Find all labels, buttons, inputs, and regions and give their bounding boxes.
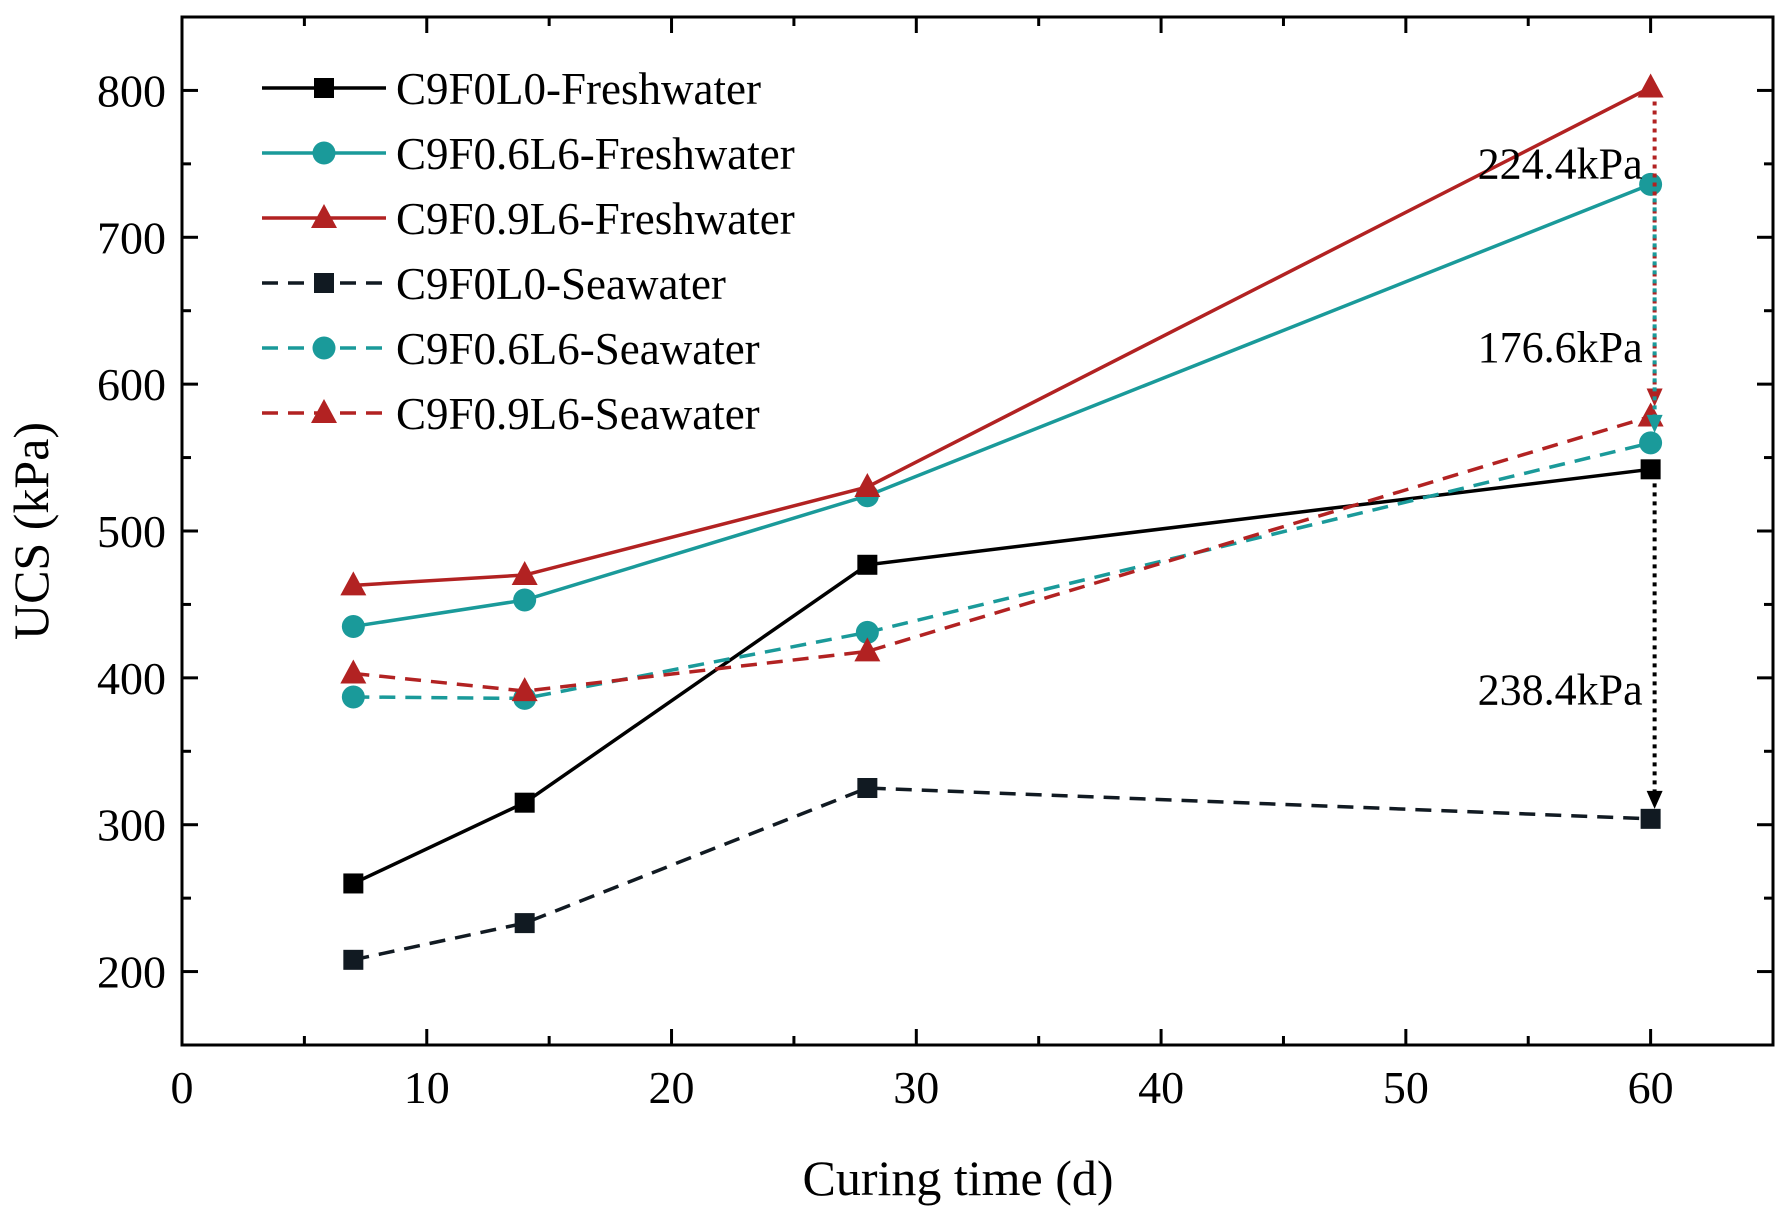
legend-label: C9F0.9L6-Seawater	[396, 389, 760, 439]
legend-item-1: C9F0L0-Freshwater	[262, 64, 761, 114]
series-2	[341, 172, 1663, 638]
annotation-label: 176.6kPa	[1478, 323, 1643, 372]
series-line	[353, 441, 1652, 701]
data-point	[513, 588, 537, 612]
x-tick-label: 30	[893, 1062, 939, 1113]
series-1	[343, 459, 1661, 894]
y-axis-title: UCS (kPa)	[3, 422, 59, 640]
legend-item-2: C9F0.6L6-Freshwater	[262, 129, 795, 179]
y-tick-label: 600	[97, 359, 166, 410]
x-tick-label: 60	[1628, 1062, 1674, 1113]
x-tick-label: 40	[1138, 1062, 1184, 1113]
y-tick-label: 200	[97, 947, 166, 998]
x-tick-label: 0	[171, 1062, 194, 1113]
legend-marker	[312, 141, 336, 165]
legend-item-3: C9F0.9L6-Freshwater	[262, 194, 795, 244]
data-point	[854, 472, 881, 497]
x-tick-label: 50	[1383, 1062, 1429, 1113]
legend-item-6: C9F0.9L6-Seawater	[262, 389, 760, 439]
data-point	[343, 949, 364, 970]
annotation-label: 224.4kPa	[1478, 140, 1643, 189]
legend-label: C9F0.6L6-Freshwater	[396, 129, 795, 179]
series-line	[352, 786, 1651, 962]
data-point	[511, 561, 538, 586]
legend: C9F0L0-Freshwater C9F0.6L6-Freshwater C9F0…	[262, 64, 795, 439]
series-line	[353, 85, 1652, 588]
series-3	[340, 73, 1664, 596]
data-point	[855, 620, 879, 644]
data-point	[343, 873, 364, 894]
legend-marker	[314, 78, 334, 98]
y-tick-label: 300	[97, 800, 166, 851]
legend-marker	[311, 399, 337, 423]
data-point	[514, 913, 535, 934]
series-6	[340, 402, 1664, 702]
series-layer	[340, 73, 1664, 970]
x-tick-label: 20	[649, 1062, 695, 1113]
legend-label: C9F0L0-Seawater	[396, 259, 726, 309]
data-point	[514, 792, 535, 813]
y-tick-label: 400	[97, 653, 166, 704]
annotation-2: 176.6kPa	[1478, 198, 1663, 433]
y-tick-label: 700	[97, 212, 166, 263]
annotation-layer: 224.4kPa 176.6kPa 238.4kPa	[1478, 101, 1663, 809]
data-point	[857, 554, 878, 575]
annotation-arrowhead	[1646, 414, 1663, 433]
data-point	[341, 614, 365, 638]
axes: 0 10 20 30 40 50 60 200 300 400 500 600 700 800	[97, 15, 1775, 1113]
legend-label: C9F0L0-Freshwater	[396, 64, 761, 114]
data-point	[1640, 459, 1661, 480]
data-point	[1640, 808, 1661, 829]
annotation-label: 238.4kPa	[1478, 665, 1643, 714]
legend-item-5: C9F0.6L6-Seawater	[262, 324, 760, 374]
data-point	[1637, 73, 1664, 98]
data-point	[1639, 172, 1663, 196]
data-point	[340, 659, 367, 684]
series-line	[352, 467, 1651, 886]
data-point	[854, 637, 881, 662]
series-5	[341, 431, 1663, 710]
series-line	[353, 414, 1652, 693]
annotation-arrowhead	[1646, 790, 1663, 809]
annotation-3: 238.4kPa	[1478, 483, 1663, 809]
data-point	[857, 778, 878, 798]
x-tick-label: 10	[404, 1062, 450, 1113]
series-4	[343, 778, 1661, 970]
series-line	[353, 182, 1652, 629]
y-tick-label: 800	[97, 65, 166, 116]
data-point	[1639, 431, 1663, 455]
data-point	[511, 677, 538, 702]
data-point	[340, 571, 367, 596]
legend-marker	[311, 204, 337, 228]
legend-label: C9F0.6L6-Seawater	[396, 324, 760, 374]
y-tick-label: 500	[97, 506, 166, 557]
legend-marker	[312, 336, 336, 360]
legend-item-4: C9F0L0-Seawater	[262, 259, 726, 309]
x-axis-title: Curing time (d)	[802, 1150, 1113, 1206]
legend-label: C9F0.9L6-Freshwater	[396, 194, 795, 244]
data-point	[341, 685, 365, 709]
legend-marker	[314, 273, 334, 293]
